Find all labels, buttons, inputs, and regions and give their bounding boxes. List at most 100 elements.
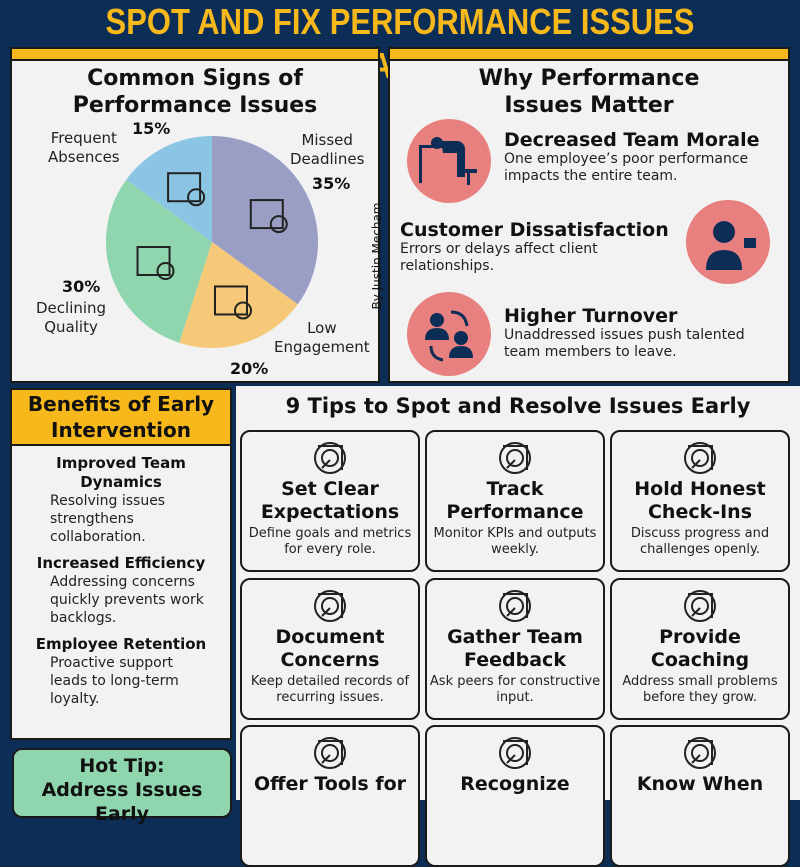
tip-title: Hold Honest Check-Ins xyxy=(634,478,766,523)
slice-label-engagement: Low Engagement xyxy=(274,319,370,357)
label-line: Low xyxy=(307,319,337,337)
tip-text: Monitor KPIs and outputs weekly. xyxy=(433,526,597,557)
tip-card: Gather Team Feedback Ask peers for constr… xyxy=(425,578,605,720)
page-title: SPOT AND FIX PERFORMANCE ISSUES EARLY xyxy=(105,1,695,86)
label-line: Absences xyxy=(48,148,120,166)
signs-title: Common Signs of Performance Issues xyxy=(12,65,378,119)
tip-text: Ask peers for constructive input. xyxy=(429,674,601,705)
benefit-item: Employee Retention Proactive support lead… xyxy=(12,635,230,708)
title-line: Intervention xyxy=(51,418,191,442)
why-item: Higher Turnover Unaddressed issues push t… xyxy=(504,305,784,361)
slice-value-engagement: 20% xyxy=(230,359,269,378)
tips-section: 9 Tips to Spot and Resolve Issues Early … xyxy=(236,386,800,867)
tip-card: Hold Honest Check-Ins Discuss progress an… xyxy=(610,430,790,572)
label-line: Missed xyxy=(301,131,353,149)
lightbulb-feedback-icon xyxy=(499,590,531,622)
chart-magnifier-icon xyxy=(499,442,531,474)
label-line: Engagement xyxy=(274,338,370,356)
slice-label-absences: Frequent Absences xyxy=(48,129,120,167)
title-line: Performance Issues xyxy=(72,93,318,118)
why-text: Unaddressed issues push talented team me… xyxy=(504,327,745,360)
pie-slice xyxy=(126,136,212,242)
people-exchange-icon xyxy=(407,292,491,376)
tip-title: Track Performance xyxy=(446,478,584,523)
exhausted-worker-icon xyxy=(407,119,491,203)
pie-slice xyxy=(179,242,298,348)
title-line: Issues Matter xyxy=(504,93,674,118)
hot-tip-line: Address Issues Early xyxy=(41,779,203,825)
coaching-icon xyxy=(684,590,716,622)
tip-card: Recognize xyxy=(425,725,605,867)
benefit-item: Improved Team Dynamics Resolving issues s… xyxy=(12,454,230,546)
tip-text: Discuss progress and challenges openly. xyxy=(630,526,770,557)
slice-value-quality: 30% xyxy=(62,277,101,296)
document-search-icon xyxy=(314,590,346,622)
pie-slice xyxy=(212,136,318,305)
calendar-x-icon xyxy=(249,199,288,234)
benefit-item: Increased Efficiency Addressing concerns … xyxy=(12,554,230,627)
why-panel: Why Performance Issues Matter Decreased T… xyxy=(388,47,790,383)
why-item: Decreased Team Morale One employee’s poor… xyxy=(504,129,784,185)
why-text: Errors or delays affect client relations… xyxy=(400,241,598,274)
hot-tip-box: Hot Tip: Address Issues Early xyxy=(12,748,232,825)
thumbs-down-customer-icon xyxy=(686,200,770,284)
benefits-header: Benefits of Early Intervention xyxy=(12,390,230,446)
label-line: Frequent xyxy=(50,129,117,147)
title-line: Benefits of Early xyxy=(27,392,215,416)
tip-text: Address small problems before they grow. xyxy=(622,674,778,705)
declining-chart-icon xyxy=(136,245,175,280)
target-icon xyxy=(314,442,346,474)
tip-title: Know When xyxy=(636,773,764,795)
tip-title: Gather Team Feedback xyxy=(447,626,583,671)
user-x-icon xyxy=(167,172,206,207)
tip-text: Define goals and metrics for every role. xyxy=(248,526,412,557)
tired-person-icon xyxy=(213,285,252,320)
tip-card: Document Concerns Keep detailed records o… xyxy=(240,578,420,720)
label-line: Quality xyxy=(44,318,98,336)
slice-label-deadlines: Missed Deadlines xyxy=(290,131,364,169)
credit: By Justin Mecham xyxy=(370,202,384,310)
presentation-icon xyxy=(314,737,346,769)
tip-card: Know When xyxy=(610,725,790,867)
why-text: One employee’s poor performance impacts … xyxy=(504,151,749,184)
pie-chart xyxy=(105,136,318,348)
why-title: Why Performance Issues Matter xyxy=(390,65,788,119)
tip-title: Offer Tools for xyxy=(253,773,407,795)
benefit-heading: Increased Efficiency xyxy=(36,554,206,572)
hot-tip-line: Hot Tip: xyxy=(79,755,165,777)
label-line: Declining xyxy=(36,299,107,317)
benefit-heading: Improved Team Dynamics xyxy=(56,454,186,491)
trophy-hand-icon xyxy=(499,737,531,769)
tip-card: Offer Tools for xyxy=(240,725,420,867)
tip-card: Provide Coaching Address small problems b… xyxy=(610,578,790,720)
tip-title: Document Concerns xyxy=(275,626,385,671)
title-line: Common Signs of xyxy=(87,66,303,91)
slice-label-quality: Declining Quality xyxy=(36,299,106,337)
benefit-text: Resolving issues strengthens collaborati… xyxy=(50,493,166,545)
slice-value-absences: 15% xyxy=(132,119,171,138)
label-line: Deadlines xyxy=(290,150,365,168)
tip-text: Keep detailed records of recurring issue… xyxy=(250,674,410,705)
why-heading: Decreased Team Morale xyxy=(504,129,760,151)
benefit-heading: Employee Retention xyxy=(35,635,207,653)
slice-value-deadlines: 35% xyxy=(312,174,351,193)
signs-panel: Common Signs of Performance Issues Freque… xyxy=(10,47,384,383)
why-item: Customer Dissatisfaction Errors or delays… xyxy=(400,219,680,275)
title-line: Why Performance xyxy=(478,66,700,91)
benefit-text: Proactive support leads to long-term loy… xyxy=(50,655,179,707)
benefits-panel: Benefits of Early Intervention Improved T… xyxy=(10,388,232,740)
benefit-text: Addressing concerns quickly prevents wor… xyxy=(50,574,204,626)
hr-network-icon xyxy=(684,737,716,769)
meeting-icon xyxy=(684,442,716,474)
accent-bar xyxy=(390,49,788,61)
why-heading: Higher Turnover xyxy=(504,305,678,327)
tips-title: 9 Tips to Spot and Resolve Issues Early xyxy=(285,394,751,418)
pie-slice xyxy=(105,179,212,343)
tip-card: Track Performance Monitor KPIs and output… xyxy=(425,430,605,572)
why-heading: Customer Dissatisfaction xyxy=(400,219,669,241)
tip-card: Set Clear Expectations Define goals and m… xyxy=(240,430,420,572)
tip-title: Provide Coaching xyxy=(650,626,750,671)
tip-title: Set Clear Expectations xyxy=(260,478,400,523)
accent-bar xyxy=(12,49,378,61)
tip-title: Recognize xyxy=(460,773,570,795)
